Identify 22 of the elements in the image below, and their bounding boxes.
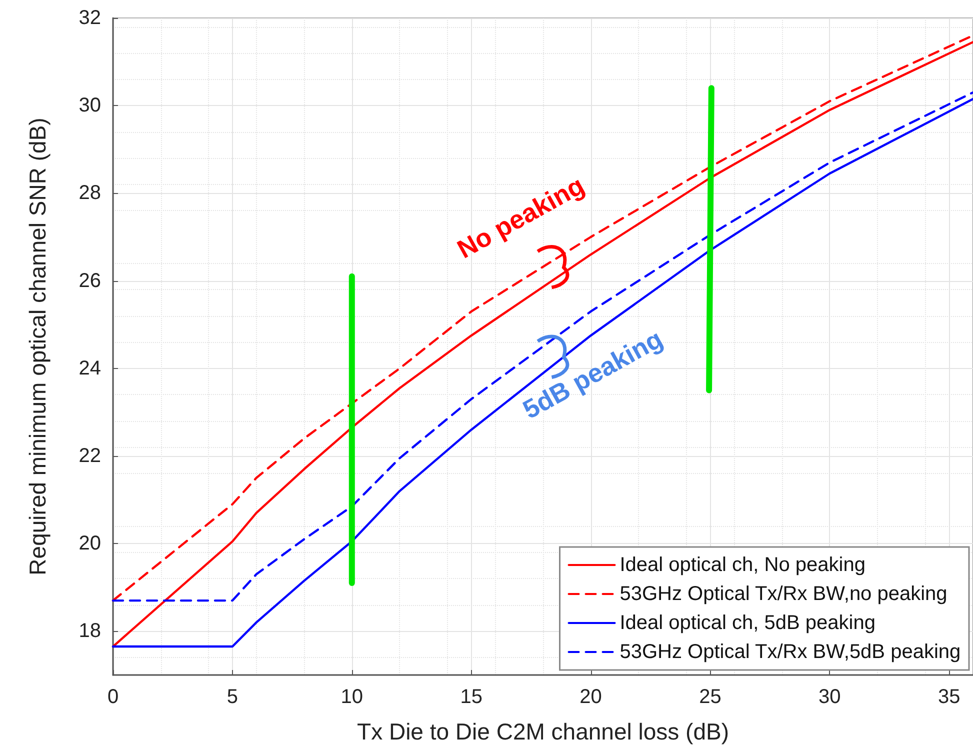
- y-axis-title: Required minimum optical channel SNR (dB): [24, 118, 50, 576]
- x-tick-label: 15: [460, 686, 482, 708]
- x-tick-label: 0: [107, 686, 119, 708]
- x-tick-label: 10: [340, 686, 364, 708]
- legend-label: Ideal optical ch, No peaking: [620, 554, 866, 576]
- legend-label: Ideal optical ch, 5dB peaking: [620, 612, 876, 634]
- y-tick-label: 24: [78, 357, 101, 380]
- x-tick-label: 30: [818, 686, 841, 708]
- y-tick-label: 32: [78, 7, 101, 29]
- y-tick-label: 30: [78, 94, 101, 117]
- y-tick-label: 22: [78, 445, 101, 467]
- x-tick-label: 25: [699, 686, 722, 708]
- x-tick-label: 5: [226, 686, 238, 708]
- x-tick-label: 35: [938, 686, 960, 708]
- y-tick-label: 28: [78, 182, 101, 204]
- x-tick-label: 20: [580, 686, 602, 708]
- y-tick-label: 18: [78, 620, 101, 642]
- y-tick-label: 20: [78, 532, 101, 555]
- y-tick-label: 26: [78, 270, 101, 292]
- x-axis-title: Tx Die to Die C2M channel loss (dB): [357, 718, 729, 744]
- legend-label: 53GHz Optical Tx/Rx BW,5dB peaking: [620, 641, 961, 663]
- legend-label: 53GHz Optical Tx/Rx BW,no peaking: [620, 583, 948, 605]
